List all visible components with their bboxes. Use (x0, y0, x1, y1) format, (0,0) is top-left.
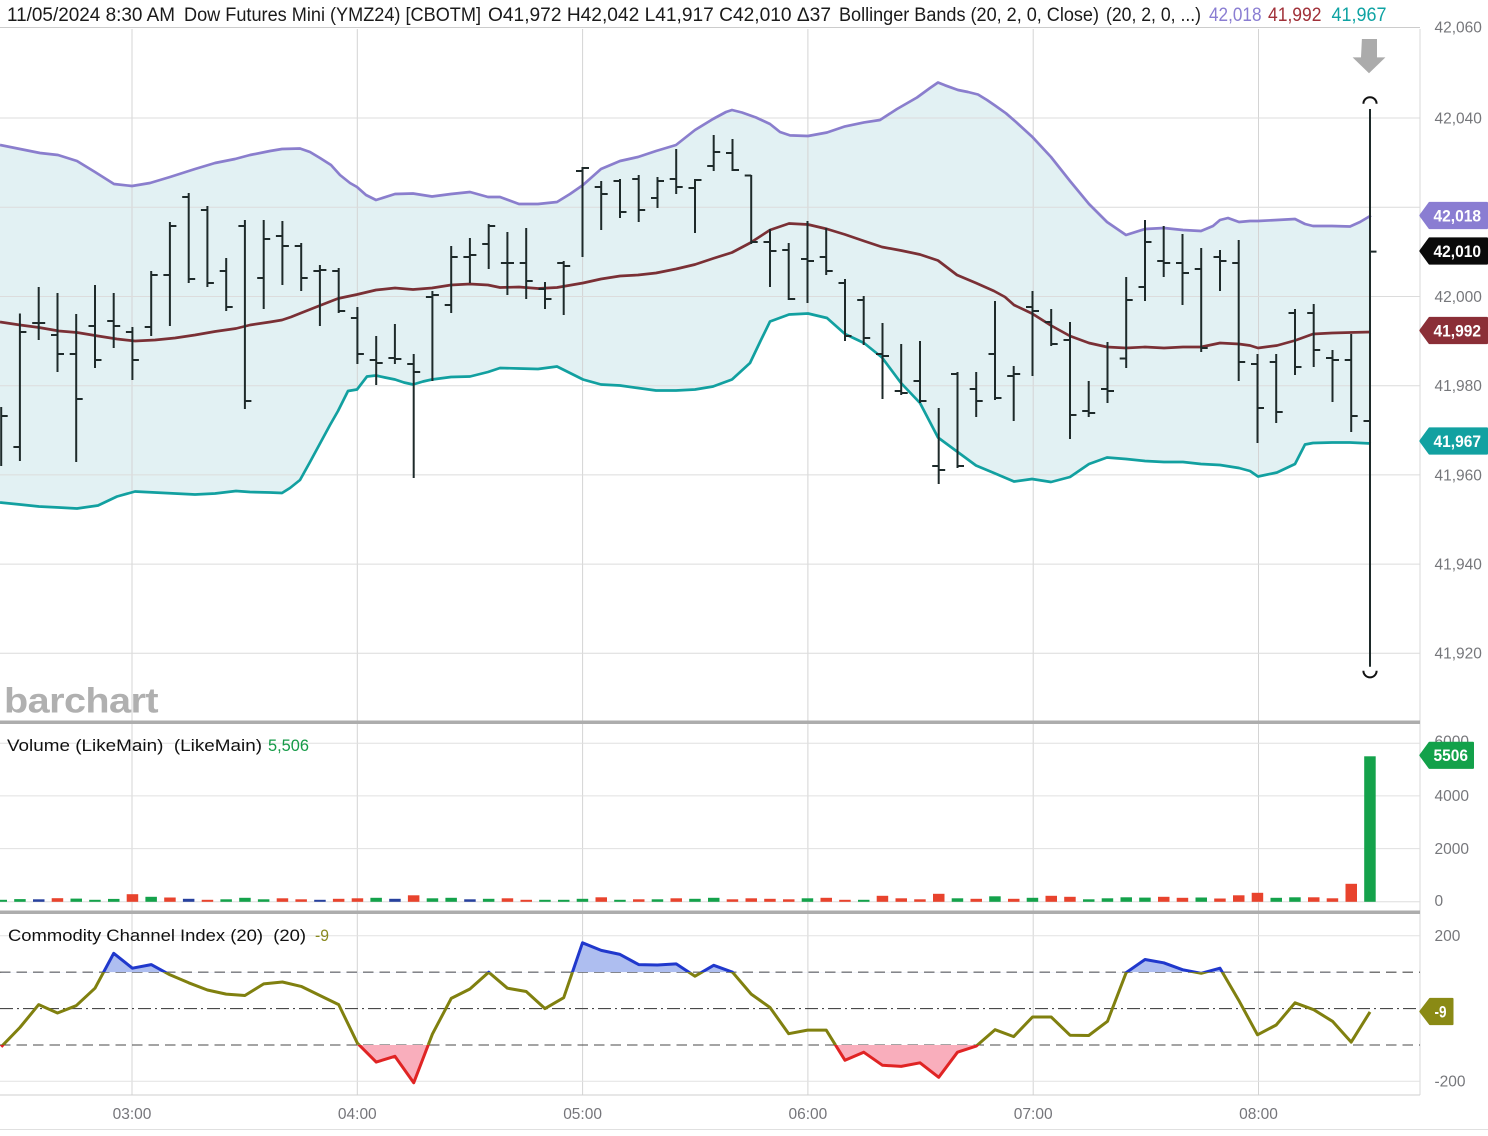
svg-text:Commodity Channel Index (20): Commodity Channel Index (20) (20) (8, 926, 306, 945)
svg-text:06:00: 06:00 (789, 1106, 828, 1123)
svg-text:42,060: 42,060 (1435, 20, 1483, 37)
svg-text:42,010: 42,010 (1434, 243, 1482, 261)
svg-text:42,018: 42,018 (1209, 5, 1262, 26)
svg-text:0: 0 (1435, 893, 1444, 910)
svg-text:Volume (LikeMain) (LikeMain): Volume (LikeMain) (LikeMain) (7, 736, 262, 755)
svg-text:41,992: 41,992 (1268, 5, 1322, 26)
svg-text:Dow Futures Mini (YMZ24) [CBOT: Dow Futures Mini (YMZ24) [CBOTM] (184, 5, 481, 26)
svg-text:03:00: 03:00 (113, 1106, 152, 1123)
svg-text:-200: -200 (1435, 1074, 1466, 1091)
svg-text:05:00: 05:00 (563, 1106, 602, 1123)
svg-text:4000: 4000 (1435, 788, 1470, 805)
svg-text:41,967: 41,967 (1332, 5, 1387, 26)
svg-text:41,960: 41,960 (1435, 467, 1483, 484)
svg-text:11/05/2024 8:30 AM: 11/05/2024 8:30 AM (7, 5, 175, 26)
svg-text:2000: 2000 (1435, 841, 1470, 858)
svg-text:5,506: 5,506 (268, 736, 309, 755)
svg-text:O41,972 H42,042 L41,917 C42,01: O41,972 H42,042 L41,917 C42,010 Δ37 (488, 5, 831, 26)
svg-text:41,940: 41,940 (1435, 557, 1483, 574)
svg-text:Bollinger Bands (20, 2, 0, Clo: Bollinger Bands (20, 2, 0, Close) (839, 5, 1099, 26)
svg-text:-9: -9 (315, 926, 329, 945)
svg-text:42,000: 42,000 (1435, 289, 1483, 306)
svg-text:200: 200 (1435, 928, 1461, 945)
svg-text:07:00: 07:00 (1014, 1106, 1053, 1123)
svg-text:5506: 5506 (1434, 747, 1469, 765)
svg-text:04:00: 04:00 (338, 1106, 377, 1123)
svg-text:(20, 2, 0, ...): (20, 2, 0, ...) (1106, 5, 1201, 26)
svg-text:41,980: 41,980 (1435, 378, 1483, 395)
svg-text:41,992: 41,992 (1434, 322, 1482, 340)
svg-text:42,018: 42,018 (1434, 207, 1482, 225)
svg-text:barchart: barchart (4, 682, 159, 721)
svg-text:42,040: 42,040 (1435, 111, 1483, 128)
svg-text:-9: -9 (1435, 1003, 1447, 1021)
svg-text:41,967: 41,967 (1434, 433, 1482, 451)
svg-text:41,920: 41,920 (1435, 646, 1483, 663)
svg-text:08:00: 08:00 (1239, 1106, 1278, 1123)
